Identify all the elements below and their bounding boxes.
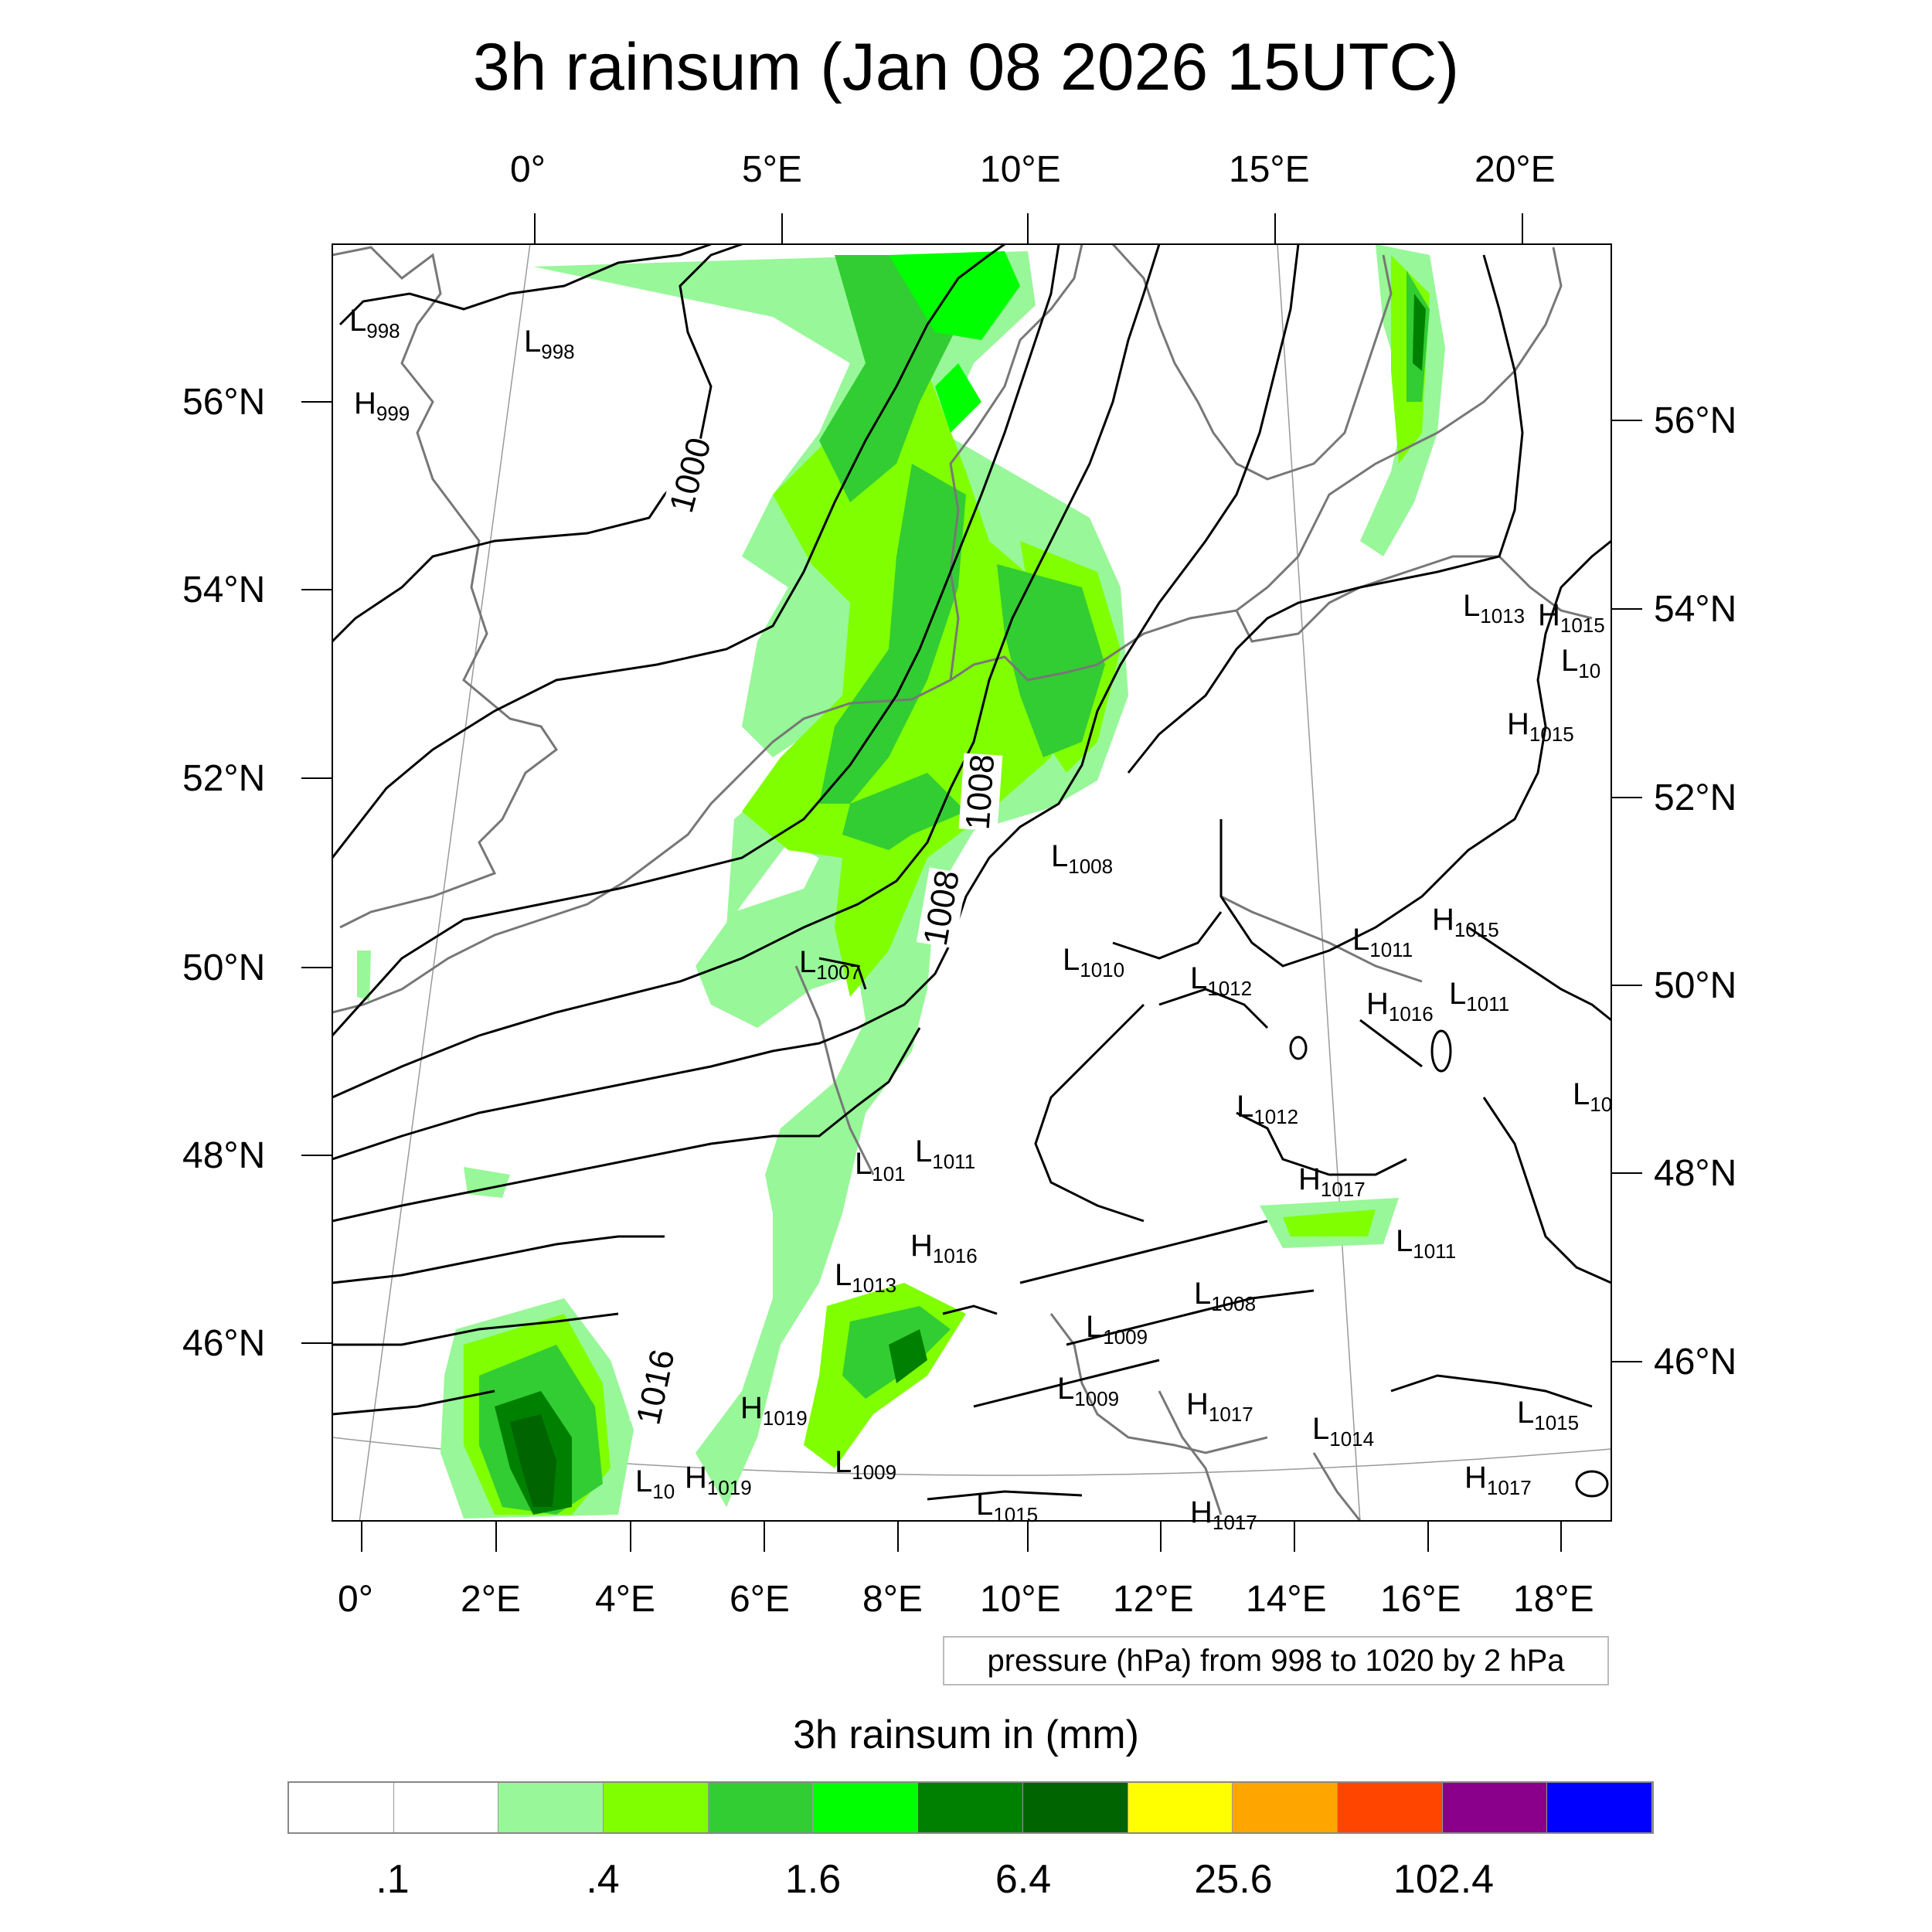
isobar-label: 1008 — [958, 753, 1003, 832]
pressure-center-label: L998 — [349, 304, 400, 342]
pressure-center-label: L1009 — [1086, 1310, 1148, 1349]
colorbar-tick-label: 1.6 — [784, 1857, 842, 1902]
right-lat-label: 52°N — [1654, 777, 1737, 818]
top-lon-label: 10°E — [980, 149, 1061, 190]
right-lat-label: 54°N — [1654, 589, 1737, 630]
pressure-center-label: L10 — [1573, 1077, 1613, 1116]
pressure-center-label: L1010 — [1063, 943, 1125, 981]
pressure-center-label: L10 — [635, 1464, 675, 1503]
pressure-center-label: L1013 — [835, 1258, 897, 1297]
pressure-center-label: H1016 — [1366, 987, 1434, 1026]
pressure-center-label: L1009 — [835, 1445, 897, 1484]
pressure-center-label: L1008 — [1051, 839, 1114, 878]
map-title: 3h rainsum (Jan 08 2026 15UTC) — [472, 30, 1460, 104]
colorbar-swatch — [1442, 1783, 1548, 1832]
bottom-lon-label: 4°E — [595, 1579, 655, 1620]
colorbar-swatch — [813, 1783, 919, 1832]
left-lat-label: 48°N — [182, 1135, 266, 1176]
pressure-center-label: H1016 — [910, 1229, 978, 1267]
colorbar-swatch — [604, 1783, 709, 1832]
pressure-center-label: L1014 — [1312, 1412, 1375, 1451]
bottom-lon-label: 2°E — [461, 1579, 521, 1620]
right-lat-label: 50°N — [1654, 965, 1737, 1006]
colorbar-swatch — [393, 1783, 499, 1832]
tick-marks — [301, 213, 1642, 1552]
pressure-center-label: H1019 — [685, 1461, 752, 1499]
top-lon-label: 20°E — [1475, 149, 1556, 190]
colorbar-swatch — [708, 1783, 814, 1832]
bottom-lon-label: 10°E — [980, 1579, 1061, 1620]
rain-extreme — [510, 1414, 556, 1507]
pressure-center-label: L1015 — [976, 1488, 1039, 1526]
pressure-center-label: L10 — [1561, 644, 1601, 682]
pressure-center-label: L1012 — [1236, 1090, 1299, 1128]
right-lat-label: 46°N — [1654, 1342, 1737, 1383]
left-lat-label: 50°N — [182, 947, 266, 988]
pressure-center-label: H999 — [354, 386, 410, 425]
map-area — [332, 244, 1611, 1521]
coastlines — [332, 244, 1593, 1521]
colorbar-tick-label: .4 — [586, 1857, 620, 1902]
pressure-center-label: H1017 — [1186, 1387, 1253, 1426]
colorbar — [287, 1781, 1654, 1834]
map-frame — [332, 243, 1612, 1522]
colorbar-swatch — [1233, 1783, 1338, 1832]
colorbar-tick-label: 102.4 — [1393, 1857, 1495, 1902]
bottom-lon-label: 14°E — [1246, 1579, 1327, 1620]
pressure-center-label: H1017 — [1464, 1461, 1532, 1499]
right-lat-label: 56°N — [1654, 400, 1737, 441]
pressure-center-label: L1015 — [1517, 1396, 1580, 1434]
pressure-center-label: L1011 — [1449, 977, 1510, 1015]
pressure-center-label: H1015 — [1432, 903, 1499, 941]
pressure-center-label: L1011 — [1396, 1224, 1457, 1263]
isobars — [332, 244, 1611, 1501]
colorbar-tick-label: 25.6 — [1194, 1857, 1273, 1902]
colorbar-swatch — [289, 1783, 394, 1832]
left-lat-label: 56°N — [182, 382, 266, 423]
pressure-center-label: H1015 — [1507, 707, 1574, 746]
bottom-lon-label: 12°E — [1113, 1579, 1194, 1620]
pressure-center-label: L998 — [524, 325, 575, 363]
pressure-center-label: L1008 — [1194, 1277, 1257, 1315]
pressure-note: pressure (hPa) from 998 to 1020 by 2 hPa — [943, 1636, 1609, 1685]
colorbar-swatch — [1128, 1783, 1233, 1832]
pressure-center-label: L1011 — [1352, 923, 1413, 961]
colorbar-swatch — [1337, 1783, 1443, 1832]
right-lat-label: 48°N — [1654, 1153, 1737, 1194]
pressure-center-label: L101 — [855, 1147, 906, 1185]
pressure-center-label: H1017 — [1298, 1162, 1366, 1201]
colorbar-title: 3h rainsum in (mm) — [793, 1713, 1139, 1757]
pressure-center-label: L1011 — [915, 1134, 976, 1173]
bottom-lon-label: 18°E — [1513, 1579, 1594, 1620]
bottom-lon-label: 6°E — [730, 1579, 790, 1620]
colorbar-swatch — [498, 1783, 604, 1832]
pressure-center-label: L1009 — [1057, 1372, 1120, 1410]
top-lon-label: 5°E — [742, 149, 802, 190]
bottom-lon-label: 0° — [338, 1579, 373, 1620]
left-lat-label: 52°N — [182, 758, 266, 799]
colorbar-tick-label: .1 — [376, 1857, 410, 1902]
pressure-center-label: H1017 — [1190, 1495, 1257, 1534]
rain-strong — [889, 251, 1020, 433]
colorbar-swatch — [1022, 1783, 1128, 1832]
pressure-center-label: L1012 — [1190, 961, 1253, 1000]
pressure-center-label: L1007 — [799, 945, 862, 984]
colorbar-swatch — [1547, 1783, 1652, 1832]
left-lat-label: 54°N — [182, 570, 266, 611]
colorbar-swatch — [918, 1783, 1023, 1832]
pressure-center-label: L1013 — [1463, 589, 1526, 628]
left-lat-label: 46°N — [182, 1323, 266, 1364]
pressure-center-label: H1019 — [740, 1391, 808, 1430]
bottom-lon-label: 8°E — [862, 1579, 923, 1620]
top-lon-label: 0° — [510, 149, 546, 190]
top-lon-label: 15°E — [1229, 149, 1310, 190]
colorbar-tick-label: 6.4 — [995, 1857, 1052, 1902]
pressure-center-label: H1015 — [1538, 598, 1605, 637]
bottom-lon-label: 16°E — [1380, 1579, 1461, 1620]
